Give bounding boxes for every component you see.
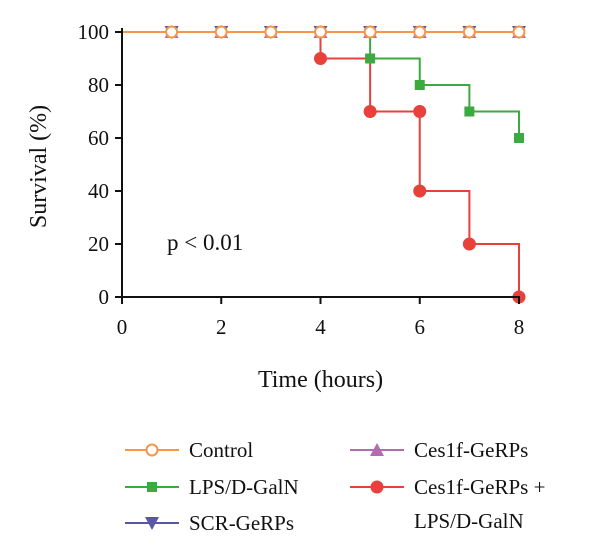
y-tick-label: 40 [88,179,109,203]
legend-marker [145,517,159,530]
data-point-marker [464,106,475,117]
data-point-marker [214,25,228,39]
legend-item: Ces1f-GeRPs + LPS/D-GalN [350,475,545,533]
data-point-marker [363,105,377,118]
p-value-annotation: p < 0.01 [167,230,243,255]
y-tick-label: 80 [88,73,109,97]
data-point-marker [512,25,526,39]
legend-label: Ces1f-GeRPs + [414,475,545,499]
legend-item: Ces1f-GeRPs [350,438,528,462]
data-point-marker [414,80,425,90]
legend-marker [370,480,384,494]
legend-item: LPS/D-GalN [125,475,299,499]
data-point-marker [462,25,476,39]
x-tick-label: 4 [315,315,326,339]
y-tick-label: 100 [78,20,110,44]
y-tick-label: 60 [88,126,109,150]
data-point-marker [264,25,278,39]
data-point-marker [413,25,427,39]
data-point-marker [413,105,427,118]
data-point-marker [314,25,327,39]
series-lps-d-galn [122,27,524,143]
legend-label: LPS/D-GalN [414,509,524,533]
survival-step-line [122,31,520,297]
x-tick-label: 8 [514,315,525,339]
data-point-marker [462,237,476,251]
y-tick-label: 0 [99,285,110,309]
y-axis-title: Survival (%) [26,105,52,228]
legend-item: Control [125,438,253,462]
legend-marker [370,443,384,456]
data-point-marker [413,184,427,198]
legend-label: Control [189,438,253,462]
x-axis-title: Time (hours) [258,367,383,393]
legend-label: SCR-GeRPs [189,511,294,535]
legend-label: LPS/D-GalN [189,475,299,499]
data-point-marker [314,52,327,65]
legend-marker [145,443,159,457]
legend: Control LPS/D-GalN SCR-GeRPs Ces1f-GeRPs Ces… [125,438,545,535]
x-tick-label: 0 [117,315,128,339]
series-ces1f-gerps-lps-d-galn [122,31,526,304]
legend-label: Ces1f-GeRPs [414,438,528,462]
series-control [122,25,526,39]
data-point-marker [165,25,179,39]
axes: 0 20 40 60 80 100 0 2 4 6 8 Time (hours) Survival (%… [26,20,524,393]
legend-marker [147,482,157,492]
x-tick-label: 6 [415,315,426,339]
plot-area [122,25,526,304]
data-point-marker [514,133,524,143]
y-tick-label: 20 [88,232,109,256]
x-tick-label: 2 [216,315,227,339]
legend-item: SCR-GeRPs [125,511,294,535]
data-point-marker [363,25,377,39]
data-point-marker [365,53,376,64]
